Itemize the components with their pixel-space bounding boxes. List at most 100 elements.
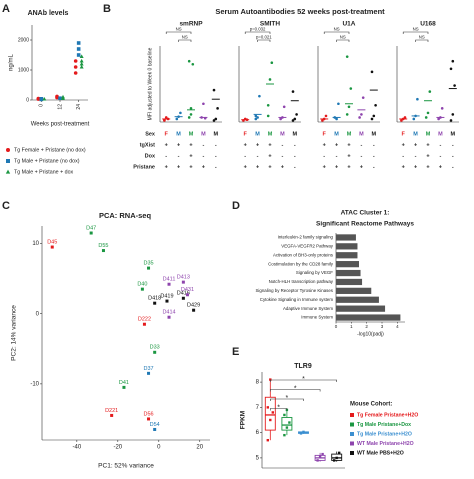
x-tick-label: 12 [57, 104, 63, 110]
subplot-title: SMITH [260, 21, 281, 28]
point [370, 117, 374, 121]
point [316, 459, 319, 462]
category-label: Signaling by VEGF [296, 270, 333, 275]
annotation: NS [334, 27, 340, 32]
point [191, 62, 195, 66]
row-value: M [214, 131, 219, 137]
point [50, 245, 54, 249]
panel-label: B [103, 3, 111, 15]
row-value: - [439, 153, 441, 159]
panel-label: C [2, 200, 10, 212]
point [147, 371, 151, 375]
point [185, 293, 189, 297]
category-label: Notch-HLH transcription pathway [269, 279, 334, 284]
point [76, 53, 81, 57]
x-tick-label: 24 [76, 104, 82, 110]
bracket [244, 31, 271, 34]
legend-marker [6, 159, 10, 163]
annotation: NS [176, 27, 182, 32]
point [293, 117, 297, 121]
row-value: - [360, 153, 362, 159]
point [212, 88, 216, 92]
x-tick-label: 2 [365, 324, 368, 329]
x-tick-label: 0 [335, 324, 338, 329]
row-value: + [335, 142, 338, 148]
point-label: D40 [137, 282, 147, 288]
row-value: - [178, 153, 180, 159]
point [426, 111, 430, 115]
x-tick-label: 1 [350, 324, 353, 329]
legend-marker [5, 169, 11, 174]
row-value: + [268, 164, 271, 170]
row-value: M [359, 131, 364, 137]
row-value: M [451, 131, 456, 137]
row-value: F [323, 131, 327, 137]
chart-subtitle: Significant Reactome Pathways [316, 221, 414, 228]
point [437, 117, 440, 121]
point [372, 114, 376, 118]
annotation: * [302, 376, 305, 383]
row-value: - [257, 153, 259, 159]
row-value: M [426, 131, 431, 137]
point [76, 47, 81, 51]
row-value: - [452, 142, 454, 148]
point [165, 299, 169, 303]
row-value: + [268, 142, 271, 148]
row-value: - [336, 153, 338, 159]
row-value: + [165, 142, 168, 148]
y-tick-label: 1000 [18, 67, 29, 73]
point-label: D418 [148, 296, 161, 302]
bracket [402, 31, 429, 34]
point [335, 456, 338, 460]
row-value: - [215, 164, 217, 170]
row-value: - [281, 153, 283, 159]
chart-title: ANAb levels [28, 10, 69, 17]
point [73, 71, 78, 75]
row-value: + [165, 164, 168, 170]
row-value: M [413, 131, 418, 137]
x-tick-label: 0 [39, 104, 45, 107]
point [79, 54, 84, 58]
point [122, 385, 126, 389]
row-value: - [323, 153, 325, 159]
y-tick-label: 5 [256, 455, 260, 461]
row-value: - [294, 164, 296, 170]
point [321, 452, 324, 456]
point [212, 119, 216, 122]
point [79, 61, 84, 66]
row-value: - [281, 142, 283, 148]
legend-label: Tg Male Pristane+H2O [357, 431, 412, 437]
row-value: - [244, 153, 246, 159]
point [79, 64, 84, 69]
point [291, 90, 295, 93]
point [361, 96, 365, 99]
category-label: VEGFA-VEGFR2 Pathway [281, 244, 334, 249]
point [73, 65, 78, 69]
panel-label: A [2, 3, 10, 15]
row-value: M [268, 131, 273, 137]
row-value: + [414, 164, 417, 170]
row-value: F [165, 131, 169, 137]
row-value: + [244, 142, 247, 148]
bar [336, 252, 358, 259]
point [147, 266, 151, 270]
point-label: D41 [119, 380, 129, 386]
row-label: Dox [145, 153, 156, 159]
point [179, 111, 182, 115]
panel-label: D [232, 200, 240, 212]
legend-marker [350, 432, 354, 436]
point [167, 282, 171, 286]
row-value: + [323, 164, 326, 170]
bar [336, 261, 359, 268]
point [254, 117, 258, 121]
point [318, 455, 322, 458]
legend-marker [350, 441, 354, 446]
point [324, 114, 328, 118]
point [140, 287, 144, 291]
point [416, 97, 419, 101]
point-label: D221 [105, 408, 118, 414]
point [347, 105, 351, 109]
bar [336, 243, 358, 250]
point [403, 116, 407, 119]
point [268, 78, 272, 81]
